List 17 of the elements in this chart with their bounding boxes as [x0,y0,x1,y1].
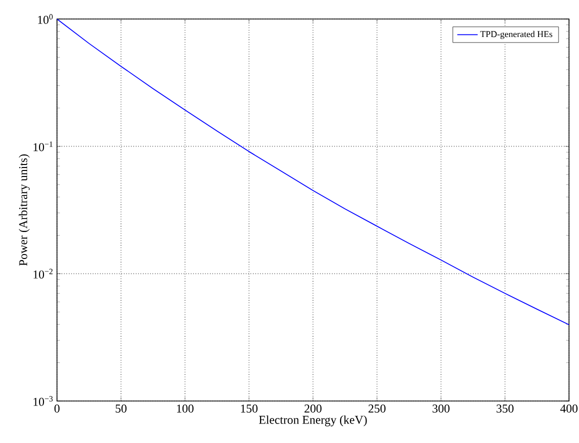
x-axis-title: Electron Energy (keV) [259,415,367,426]
y-tick-label: 10$^{0}$ [38,14,53,24]
x-tick-label: 300 [432,404,450,413]
y-tick-label: 10$^{−1}$ [34,141,52,152]
x-tick-label: 150 [241,404,258,413]
legend-label: TPD-generated HEs [480,30,552,39]
x-tick-label: 200 [304,404,322,413]
x-tick-label: 350 [496,404,514,413]
y-tick-label: 10$^{−2}$ [34,268,53,279]
line-series [57,19,570,326]
x-tick-label: 0 [54,404,60,413]
x-tick-label: 100 [177,404,194,413]
y-tick-label: 10$^{−3}$ [34,396,53,406]
x-tick-label: 400 [560,404,578,413]
x-tick-label: 250 [368,404,386,413]
y-axis-title: Power (Arbitrary units) [18,154,30,266]
x-tick-label: 50 [116,404,127,413]
